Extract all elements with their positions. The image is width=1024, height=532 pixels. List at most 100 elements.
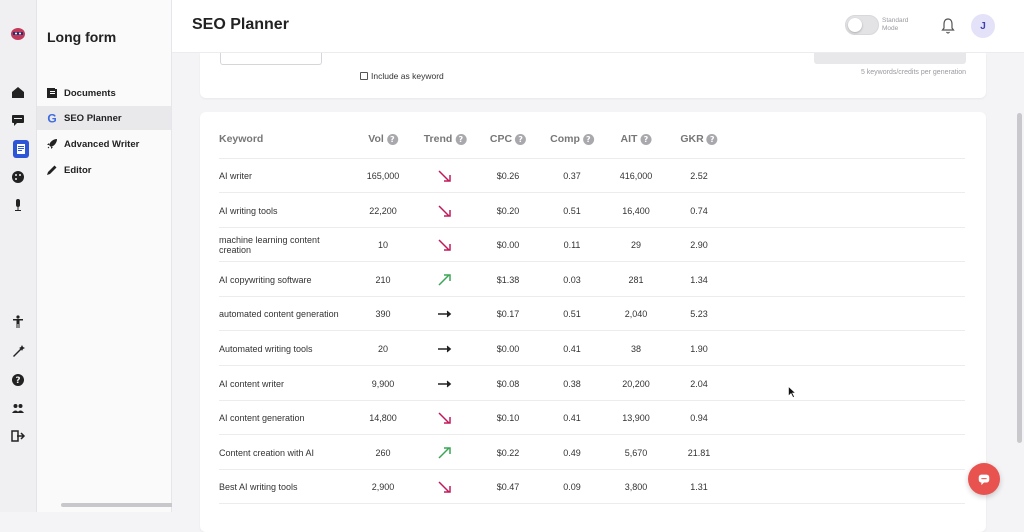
- cpc-cell: $0.26: [496, 171, 520, 181]
- help-icon[interactable]: ?: [515, 133, 527, 145]
- table-row[interactable]: AI copywriting software 210 $1.38 0.03 281 1.…: [219, 263, 965, 297]
- vol-cell: 20: [377, 344, 389, 354]
- mouse-cursor-icon: [788, 385, 797, 398]
- magic-wand-icon[interactable]: [10, 343, 26, 359]
- google-g-icon: G: [46, 112, 58, 124]
- help-icon[interactable]: ?: [386, 133, 398, 145]
- help-icon[interactable]: ?: [10, 372, 26, 388]
- comp-cell: 0.11: [563, 240, 581, 251]
- generate-button[interactable]: [814, 53, 966, 64]
- table-row[interactable]: AI content writer 9,900 $0.08 0.38 20,200 2.0…: [219, 367, 965, 401]
- column-header-comp: Comp ?: [550, 133, 594, 145]
- table-row[interactable]: AI writing tools 22,200 $0.20 0.51 16,400 0.7…: [219, 194, 965, 228]
- document-icon[interactable]: [13, 141, 29, 157]
- rocket-icon: [46, 138, 58, 150]
- microphone-icon[interactable]: [10, 197, 26, 213]
- help-icon[interactable]: ?: [582, 133, 594, 145]
- header-divider: [219, 158, 965, 159]
- vol-cell: 2,900: [371, 482, 395, 493]
- comp-cell: 0.41: [563, 413, 581, 424]
- comp-cell: 0.51: [563, 309, 581, 320]
- header: SEO Planner Standard Mode J: [172, 0, 1024, 53]
- help-icon[interactable]: ?: [640, 133, 652, 145]
- keyword-cell: AI writer: [219, 171, 253, 181]
- cpc-cell: $0.00: [496, 240, 520, 251]
- avatar[interactable]: J: [971, 14, 995, 38]
- vol-cell: 390: [375, 309, 391, 320]
- documents-icon: [46, 87, 58, 99]
- trend-up-icon: [437, 263, 453, 297]
- include-keyword-checkbox[interactable]: Include as keyword: [360, 71, 444, 81]
- sidebar-item-advanced-writer[interactable]: Advanced Writer: [37, 132, 171, 156]
- gkr-cell: 1.90: [690, 344, 708, 354]
- cpc-cell: $0.22: [496, 447, 520, 458]
- keyword-cell: Best AI writing tools: [219, 482, 298, 493]
- logout-icon[interactable]: [10, 428, 26, 444]
- checkbox-box[interactable]: [360, 72, 368, 80]
- gkr-cell: 21.81: [687, 447, 711, 458]
- ait-cell: 16,400: [622, 205, 650, 216]
- sidebar-item-documents[interactable]: Documents: [37, 81, 171, 105]
- column-label: Vol: [368, 133, 384, 145]
- table-row[interactable]: automated content generation 390 $0.17 0.51…: [219, 297, 965, 332]
- page-title: SEO Planner: [192, 16, 289, 33]
- trend-flat-icon: [437, 297, 453, 331]
- team-icon[interactable]: [10, 400, 26, 416]
- table-row[interactable]: Content creation with AI 260 $0.22 0.49 5,67…: [219, 436, 965, 470]
- sidebar-item-label: SEO Planner: [64, 112, 122, 124]
- ait-cell: 3,800: [624, 482, 648, 493]
- column-label: Keyword: [219, 133, 264, 145]
- help-icon[interactable]: ?: [455, 133, 467, 145]
- icon-rail: ?: [0, 0, 37, 512]
- vol-cell: 10: [377, 240, 389, 251]
- trend-down-icon: [437, 194, 453, 228]
- logo-icon[interactable]: [10, 26, 26, 42]
- mode-toggle[interactable]: [845, 15, 879, 35]
- column-label: CPC: [489, 133, 513, 145]
- gkr-cell: 5.23: [690, 309, 708, 320]
- column-header-trend: Trend ?: [424, 133, 467, 145]
- page-scrollbar[interactable]: [1017, 113, 1022, 443]
- trend-flat-icon: [437, 332, 453, 366]
- chat-support-button[interactable]: [968, 463, 1000, 495]
- table-row[interactable]: AI writer 165,000 $0.26 0.37 416,000 2.52: [219, 159, 965, 193]
- home-icon[interactable]: [10, 84, 26, 100]
- cpc-cell: $0.10: [496, 413, 520, 424]
- column-label: Trend: [423, 133, 453, 145]
- gkr-cell: 0.74: [690, 205, 708, 216]
- sidebar-item-seo-planner[interactable]: G SEO Planner: [37, 106, 171, 130]
- svg-text:G: G: [47, 112, 56, 124]
- chat-bubble-icon: [978, 474, 990, 486]
- cpc-cell: $0.20: [496, 205, 520, 216]
- comp-cell: 0.41: [563, 344, 581, 354]
- table-row[interactable]: Automated writing tools 20 $0.00 0.41 38 1.90: [219, 332, 965, 366]
- accessibility-icon[interactable]: [10, 314, 26, 330]
- cpc-cell: $0.47: [496, 482, 520, 493]
- keyword-cell: Content creation with AI: [219, 447, 315, 458]
- sidebar: Long form Documents G SEO Planner Advanc…: [37, 0, 191, 512]
- toggle-knob: [848, 18, 862, 32]
- keyword-cell: AI copywriting software: [219, 274, 312, 285]
- table-row[interactable]: Best AI writing tools 2,900 $0.47 0.09 3,800…: [219, 470, 965, 505]
- ait-cell: 5,670: [624, 447, 648, 458]
- bell-icon[interactable]: [940, 17, 956, 35]
- sidebar-item-editor[interactable]: Editor: [37, 158, 171, 182]
- ait-cell: 416,000: [619, 171, 653, 181]
- table-row[interactable]: machine learning content creation 10 $0.00…: [219, 228, 965, 263]
- sidebar-scrollbar[interactable]: [61, 503, 191, 507]
- sidebar-title: Long form: [47, 29, 117, 45]
- column-label: GKR: [680, 133, 704, 145]
- sidebar-item-label: Advanced Writer: [64, 138, 140, 150]
- comp-cell: 0.09: [563, 482, 581, 493]
- trend-down-icon: [437, 228, 453, 262]
- main-content: Include as keyword 5 keywords/credits pe…: [172, 53, 1024, 532]
- palette-icon[interactable]: [10, 169, 26, 185]
- chat-icon[interactable]: [10, 112, 26, 128]
- keyword-input[interactable]: [220, 53, 322, 65]
- help-icon[interactable]: ?: [706, 133, 718, 145]
- ait-cell: 2,040: [624, 309, 648, 320]
- cpc-cell: $0.17: [496, 309, 520, 320]
- keyword-cell: automated content generation: [219, 309, 339, 320]
- trend-down-icon: [437, 159, 453, 193]
- table-row[interactable]: AI content generation 14,800 $0.10 0.41 13,9…: [219, 401, 965, 436]
